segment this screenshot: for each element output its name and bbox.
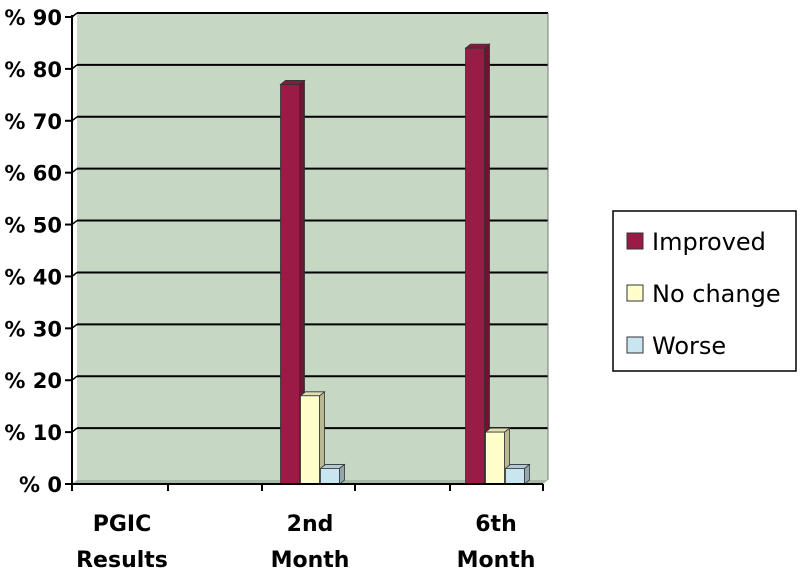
bar-front [300,395,320,485]
y-tick-label: % 20 [4,369,62,393]
bars [279,43,531,485]
x-category-label: PGIC Results [76,512,168,573]
bar-front [280,84,300,485]
legend-swatch [626,232,644,250]
bar [464,43,491,485]
legend-label: No change [652,280,781,308]
y-tick-label: % 40 [4,265,62,289]
bar [504,463,531,485]
y-tick-label: % 10 [4,421,62,445]
plot-background [72,13,548,484]
legend-label: Worse [652,332,726,360]
bar-front [505,468,525,485]
bar-front [465,47,485,485]
y-tick-label: % 80 [4,58,62,82]
legend-label: Improved [652,228,766,256]
axes [65,15,544,491]
x-category-label: 6th Month [457,512,536,573]
legend: Improved No change Worse [612,210,797,372]
y-tick-labels: % 0 % 10 % 20 % 30 % 40 % 50 % 60 % 70 % 80 % 90 [4,6,62,497]
bar-front [485,431,505,485]
y-tick-label: % 50 [4,214,62,238]
x-category-labels: PGIC Results 2nd Month 6th Month [76,512,535,573]
y-tick-label: % 30 [4,317,62,341]
y-tick-label: % 0 [19,473,62,497]
y-tick-label: % 60 [4,162,62,186]
bar-front [320,468,340,485]
legend-swatch [626,336,644,354]
bar [319,463,346,485]
y-tick-label: % 70 [4,110,62,134]
x-category-label: 2nd Month [271,512,350,573]
legend-swatch [626,284,644,302]
bar-side [484,43,490,485]
y-tick-label: % 90 [4,6,62,30]
